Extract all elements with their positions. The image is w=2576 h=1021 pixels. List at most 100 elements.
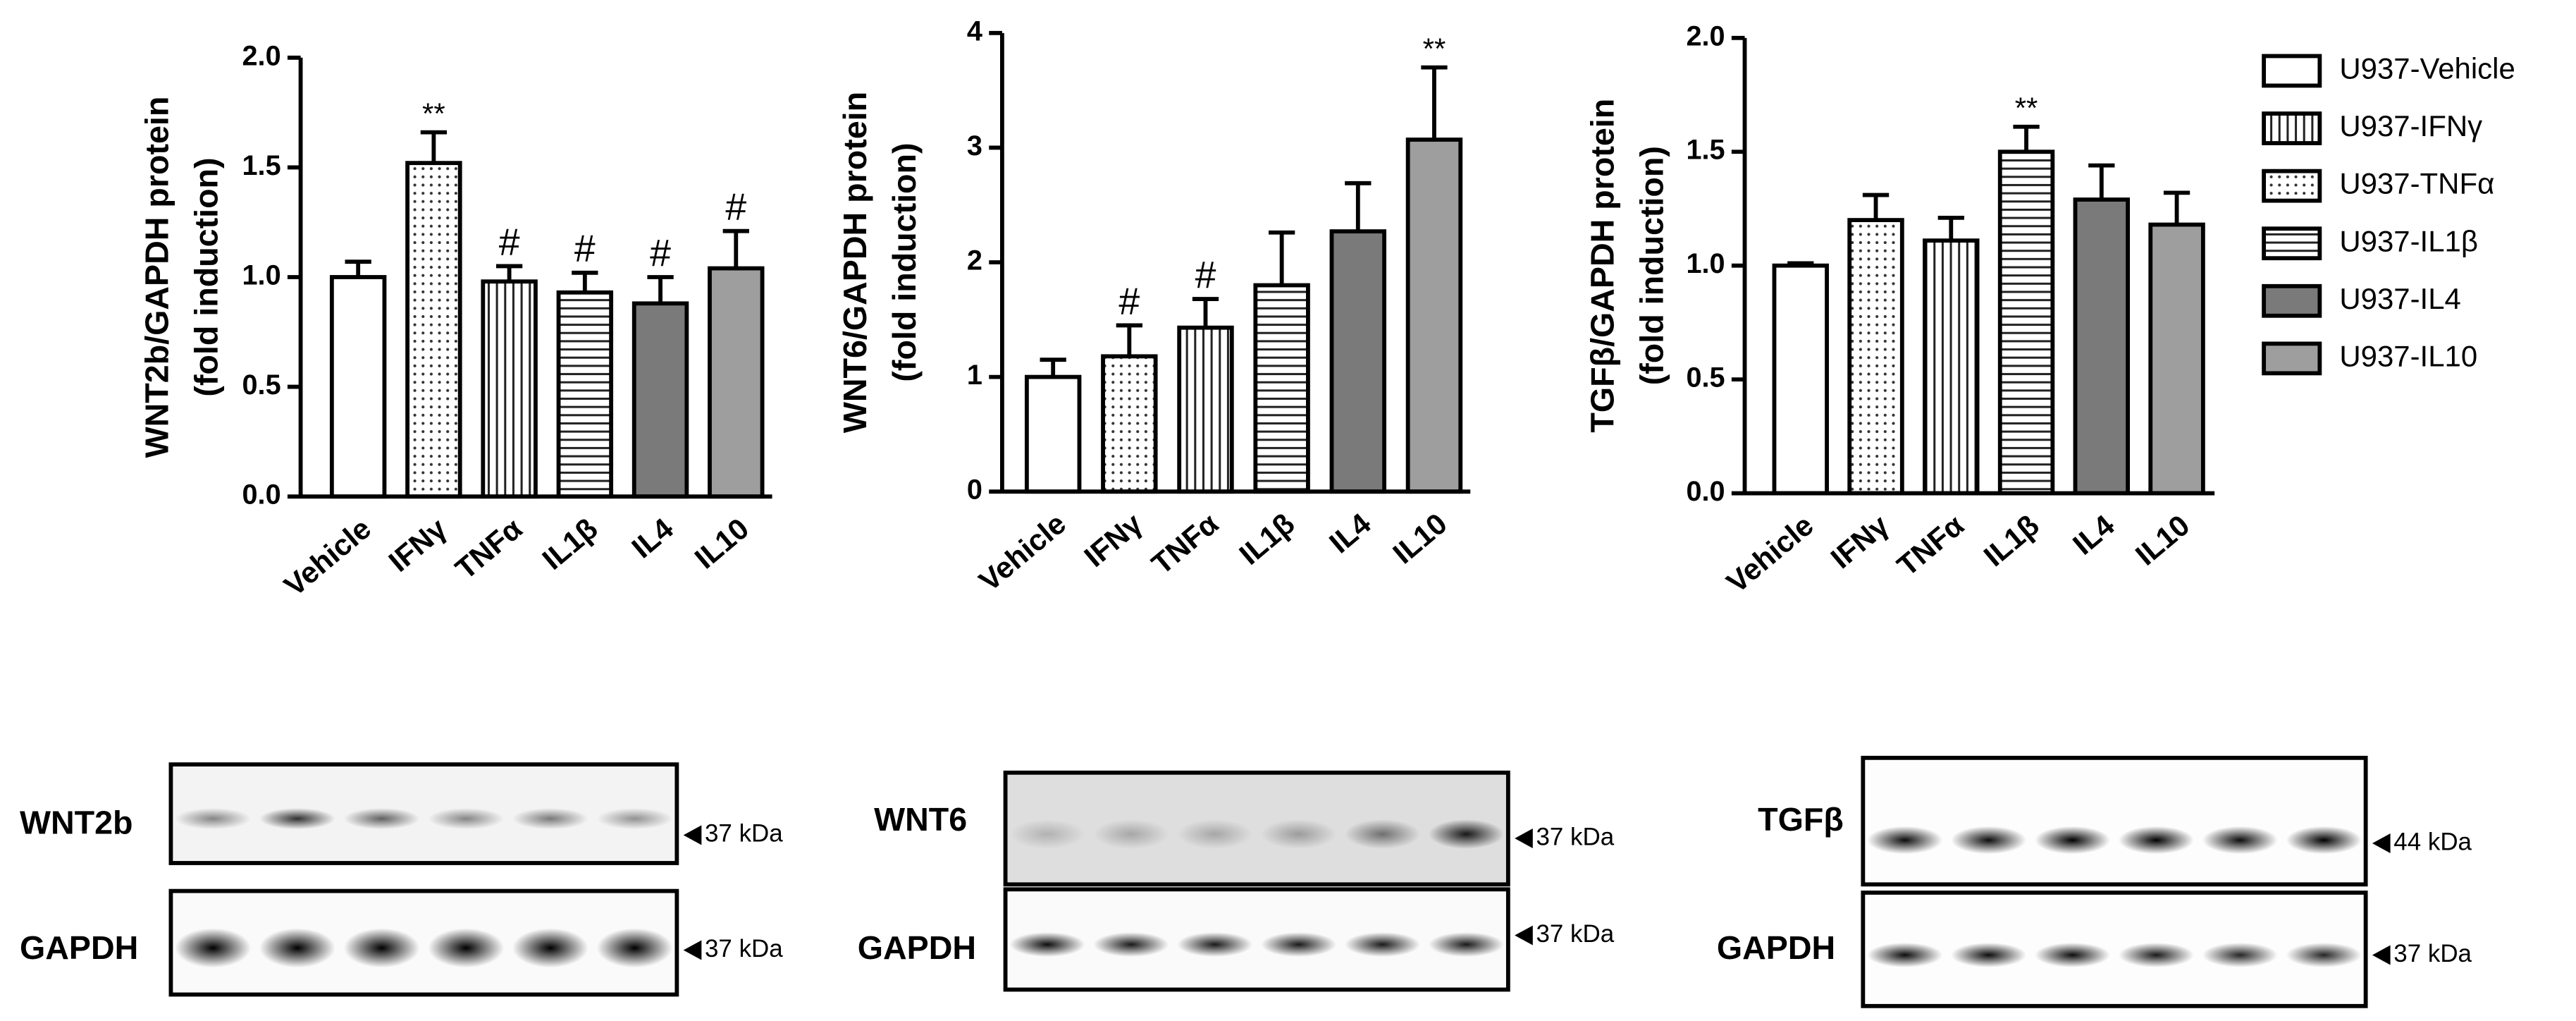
significance-mark: # (1195, 254, 1216, 296)
blot-frame (1003, 887, 1510, 992)
size-marker: 37 kDa (2393, 940, 2472, 967)
y-tick-label: 0.0 (1686, 476, 1725, 507)
blot-band (2286, 826, 2362, 855)
y-axis-label: WNT2b/GAPDH protein (138, 97, 175, 458)
blot-band (2202, 826, 2278, 855)
marker-arrow (1515, 829, 1533, 849)
bar (1177, 325, 1234, 494)
x-tick-label: IL4 (2066, 508, 2121, 561)
blot-band (1177, 932, 1253, 957)
blot-background (171, 764, 677, 863)
legend-label: U937-TNFα (2339, 167, 2494, 200)
blot-band (1428, 932, 1504, 957)
legend-swatch (2262, 341, 2322, 376)
y-tick-label: 0 (967, 475, 982, 506)
size-marker: 44 kDa (2393, 828, 2472, 855)
blot-band (1009, 932, 1085, 957)
blot-band (1093, 819, 1169, 849)
y-tick-label: 1.0 (242, 259, 281, 291)
bar (1847, 218, 1904, 496)
significance-mark: # (1118, 280, 1140, 322)
blot-band (1428, 819, 1504, 849)
y-tick-label: 1.5 (1686, 135, 1725, 166)
bar (1997, 149, 2055, 496)
marker-arrow (683, 825, 702, 845)
legend-swatch (2262, 226, 2322, 261)
blot-frame (1861, 891, 2368, 1008)
blot-label: WNT6 (874, 801, 967, 838)
blot-panel (1003, 887, 1510, 992)
x-tick-label: TNFα (1145, 506, 1225, 580)
blot-band (596, 928, 673, 968)
blot-background (1863, 757, 2366, 885)
y-tick-label: 0.5 (242, 369, 281, 401)
legend-label: U937-IL1β (2339, 224, 2478, 257)
marker-arrow (2372, 833, 2391, 854)
bar (556, 290, 614, 499)
blot-band (596, 807, 673, 830)
y-tick-label: 1.5 (242, 150, 281, 181)
y-tick-label: 0.5 (1686, 362, 1725, 393)
y-axis-label: (fold induction) (886, 142, 923, 381)
bar (329, 275, 387, 499)
y-axis-label: (fold induction) (187, 157, 224, 396)
blot-label: WNT2b (20, 805, 133, 841)
x-tick-label: IFNγ (1078, 506, 1148, 573)
blot-band (2035, 826, 2111, 855)
blot-band (175, 928, 252, 968)
x-tick-label: IL10 (2129, 508, 2195, 572)
blot-band (1345, 819, 1421, 849)
blot-panel (1861, 891, 2368, 1008)
blot-band (1951, 942, 2027, 967)
y-axis-label: WNT6/GAPDH protein (837, 92, 873, 433)
blot-band (1177, 819, 1253, 849)
bar (2148, 222, 2205, 496)
x-tick-label: IFNγ (382, 511, 452, 578)
significance-mark: # (650, 232, 671, 274)
significance-mark: ** (2015, 92, 2038, 125)
bar (1772, 263, 1829, 496)
blot-panel (1003, 770, 1510, 887)
bar (1329, 229, 1387, 494)
blot-panel (168, 762, 679, 865)
blot-band (2035, 942, 2111, 967)
blot-band (259, 807, 335, 830)
legend-swatch (2262, 169, 2322, 203)
size-marker: 37 kDa (705, 935, 783, 962)
blot-band (1867, 942, 1943, 967)
x-tick-label: IFNγ (1825, 508, 1895, 575)
y-axis-label: TGFβ/GAPDH protein (1584, 99, 1621, 433)
significance-mark: # (574, 228, 596, 270)
legend-swatch (2262, 54, 2322, 88)
x-tick-label: IL4 (625, 511, 679, 564)
blot-band (1951, 826, 2027, 855)
blot-band (175, 807, 252, 830)
blot-band (428, 807, 505, 830)
x-tick-label: Vehicle (278, 512, 377, 603)
bar (1923, 238, 1980, 496)
x-tick-label: IL4 (1323, 506, 1377, 559)
legend-label: U937-IL4 (2339, 282, 2461, 315)
blot-band (428, 928, 505, 968)
y-axis-label: (fold induction) (1634, 146, 1670, 385)
blot-label: GAPDH (20, 929, 138, 966)
size-marker: 37 kDa (1536, 823, 1614, 850)
blot-band (2118, 942, 2194, 967)
bar (2073, 197, 2131, 496)
x-tick-label: Vehicle (973, 507, 1072, 598)
x-tick-label: IL10 (1386, 507, 1453, 570)
x-tick-label: IL10 (689, 512, 755, 575)
y-tick-label: 3 (967, 130, 982, 161)
blot-band (2286, 942, 2362, 967)
blot-band (2202, 942, 2278, 967)
legend-label: U937-IFNγ (2339, 109, 2482, 142)
legend-label: U937-IL10 (2339, 339, 2477, 372)
y-tick-label: 4 (967, 16, 982, 47)
marker-arrow (1515, 925, 1533, 946)
y-tick-label: 2.0 (1686, 20, 1725, 51)
legend-swatch (2262, 283, 2322, 318)
significance-mark: ** (1423, 32, 1446, 65)
legend-swatch (2262, 111, 2322, 145)
